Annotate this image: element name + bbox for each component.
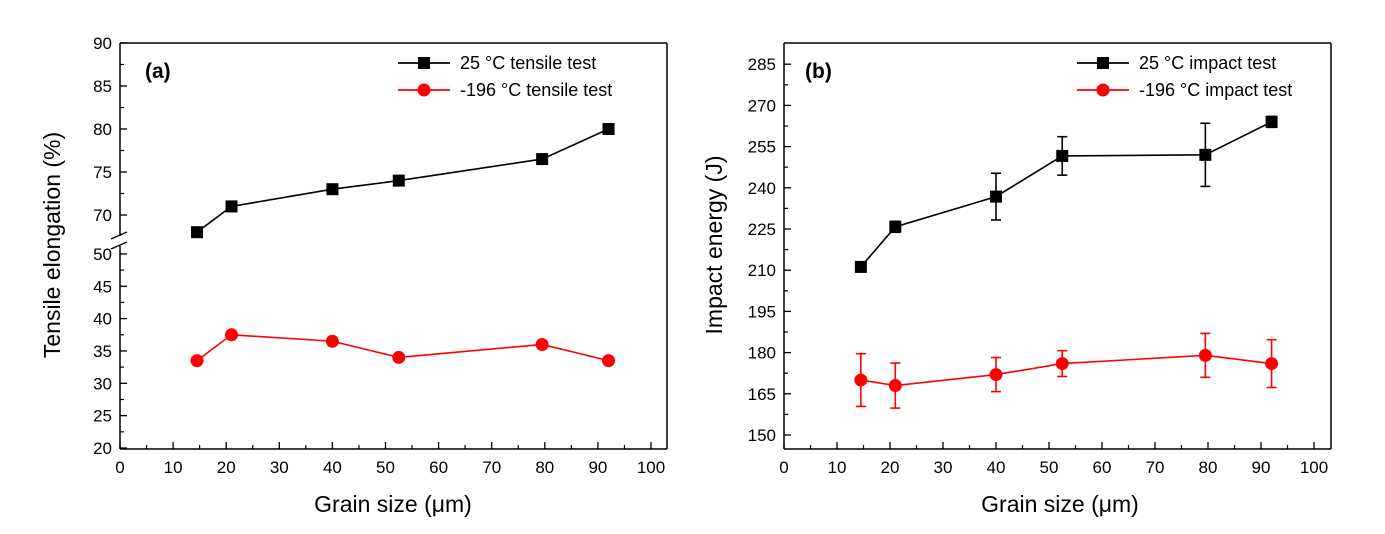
x-tick-label: 80 <box>1199 458 1218 477</box>
series-25c-point <box>889 220 902 233</box>
legend-marker-square <box>418 57 430 69</box>
series-25c-point <box>1265 115 1278 128</box>
series-196c-point <box>989 368 1003 382</box>
series-196c-point <box>602 354 616 368</box>
chart-a: (a) Grain size (μm) Tensile elongation (… <box>39 34 668 517</box>
series-25c-point <box>1199 148 1212 161</box>
series-196c-point <box>392 350 406 364</box>
x-tick-label: 0 <box>779 458 788 477</box>
legend-label: -196 °C impact test <box>1139 80 1292 100</box>
series-25c-point <box>1056 149 1069 162</box>
x-tick-label: 20 <box>217 458 236 477</box>
series-25c-point <box>536 153 549 166</box>
panel-label-a: (a) <box>145 60 171 83</box>
series-196c-line <box>196 333 609 362</box>
series-25c-line <box>860 121 1272 268</box>
y-tick-label: 285 <box>748 55 776 74</box>
series-25c-point <box>225 200 238 213</box>
series-25c-point <box>990 190 1002 203</box>
legend-label: -196 °C tensile test <box>460 80 612 100</box>
x-tick-label: 60 <box>1093 458 1112 477</box>
x-axis-label-a: Grain size (μm) <box>314 491 472 517</box>
y-tick-label: 50 <box>93 245 112 264</box>
series-196c-point <box>325 334 339 348</box>
y-tick-label: 45 <box>93 277 112 296</box>
legend-marker-circle <box>1096 83 1110 97</box>
series-196c-point <box>1265 357 1279 371</box>
x-tick-label: 100 <box>637 458 665 477</box>
y-tick-label: 40 <box>93 310 112 329</box>
y-tick-label: 75 <box>93 163 112 182</box>
y-tick-label: 80 <box>93 120 112 139</box>
x-tick-label: 40 <box>987 458 1006 477</box>
series-196c-point <box>1198 348 1212 362</box>
y-tick-label: 255 <box>748 138 776 157</box>
y-tick-label: 20 <box>93 439 112 458</box>
y-axis-label-b: Impact energy (J) <box>701 156 727 335</box>
y-tick-label: 70 <box>93 206 112 225</box>
series-196c-point <box>535 337 549 351</box>
y-tick-label: 210 <box>748 261 776 280</box>
x-tick-label: 100 <box>1300 458 1328 477</box>
y-tick-label: 240 <box>748 179 776 198</box>
series-196c-point <box>854 373 868 387</box>
series-196c-point <box>225 328 239 342</box>
legend-marker-circle <box>417 83 431 97</box>
panel-label-b: (b) <box>805 60 832 83</box>
x-tick-label: 50 <box>376 458 395 477</box>
series-25c-point <box>854 260 867 273</box>
x-tick-label: 0 <box>115 458 124 477</box>
x-tick-label: 70 <box>482 458 501 477</box>
y-tick-label: 225 <box>748 220 776 239</box>
series-196c-point <box>888 379 902 393</box>
series-25c-point <box>190 226 203 239</box>
series-25c-point <box>326 183 339 196</box>
x-tick-label: 30 <box>270 458 289 477</box>
axis-break-mark <box>110 241 128 250</box>
y-tick-label: 35 <box>93 342 112 361</box>
series-25c-point <box>392 174 405 187</box>
legend-label: 25 °C tensile test <box>460 53 596 73</box>
x-tick-label: 90 <box>588 458 607 477</box>
x-tick-label: 50 <box>1040 458 1059 477</box>
x-tick-label: 40 <box>323 458 342 477</box>
x-axis-label-b: Grain size (μm) <box>981 491 1139 517</box>
x-tick-label: 90 <box>1252 458 1271 477</box>
y-tick-label: 195 <box>748 302 776 321</box>
x-tick-label: 20 <box>881 458 900 477</box>
y-tick-label: 30 <box>93 374 112 393</box>
x-tick-label: 10 <box>164 458 183 477</box>
y-tick-label: 165 <box>748 385 776 404</box>
y-axis-label-a: Tensile elongation (%) <box>39 132 65 358</box>
x-tick-label: 70 <box>1146 458 1165 477</box>
axis-break-mark <box>110 231 128 240</box>
y-tick-label: 85 <box>93 77 112 96</box>
x-tick-label: 10 <box>828 458 847 477</box>
x-tick-label: 80 <box>535 458 554 477</box>
series-25c-point <box>602 123 615 135</box>
y-tick-label: 150 <box>748 426 776 445</box>
legend-marker-square <box>1097 57 1109 69</box>
y-tick-label: 180 <box>748 344 776 363</box>
x-tick-label: 30 <box>934 458 953 477</box>
series-196c-point <box>1055 357 1069 371</box>
legend-label: 25 °C impact test <box>1139 53 1276 73</box>
y-tick-label: 270 <box>748 96 776 115</box>
y-tick-label: 25 <box>93 407 112 426</box>
series-196c-point <box>190 354 204 368</box>
y-tick-label: 90 <box>93 34 112 53</box>
x-tick-label: 60 <box>429 458 448 477</box>
